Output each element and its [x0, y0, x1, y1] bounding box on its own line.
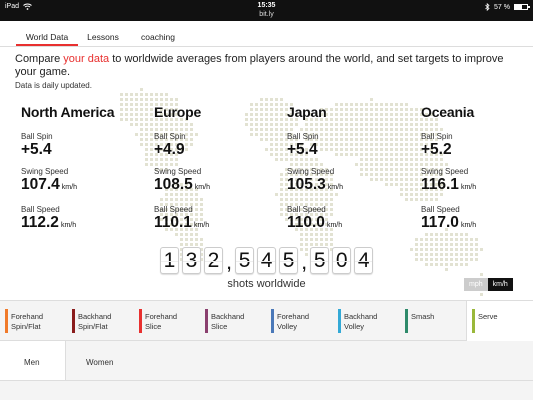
counter-digit: 4 [257, 247, 277, 274]
your-data-link[interactable]: your data [63, 53, 110, 65]
stroke-color-bar [72, 309, 75, 333]
tab-coaching[interactable]: coaching [140, 32, 176, 42]
ball-spin-label: Ball Spin [154, 132, 186, 141]
swing-speed-value: 116.1 km/h [421, 176, 477, 193]
stroke-backhand-volley[interactable]: Backhand Volley [333, 301, 400, 342]
counter-comma: , [301, 249, 308, 274]
stroke-smash[interactable]: Smash [400, 301, 466, 342]
stroke-backhand-spin-flat[interactable]: Backhand Spin/Flat [67, 301, 134, 342]
region-name: Japan [287, 104, 327, 120]
region-north-america: North America Ball Spin +5.4 Swing Speed… [21, 104, 146, 234]
region-oceania: Oceania Ball Spin +5.2 Swing Speed 116.1… [421, 104, 533, 234]
ball-speed-label: Ball Speed [21, 205, 60, 214]
gender-tab-women[interactable]: Women [86, 358, 114, 367]
counter-digit: 2 [204, 247, 223, 274]
gender-tab-men[interactable]: Men [0, 341, 66, 380]
ball-spin-label: Ball Spin [287, 132, 319, 141]
stroke-color-bar [271, 309, 274, 333]
counter-comma: , [226, 249, 233, 274]
device-label: iPad [5, 3, 20, 10]
ball-speed-label: Ball Speed [421, 205, 460, 214]
ball-spin-value: +4.9 [154, 141, 185, 158]
stroke-color-bar [472, 309, 475, 333]
status-url[interactable]: bit.ly [259, 11, 274, 18]
swing-speed-label: Swing Speed [154, 167, 202, 176]
counter-digit: 5 [310, 247, 330, 274]
unit-mph-button[interactable]: mph [464, 278, 488, 291]
swing-speed-label: Swing Speed [287, 167, 335, 176]
ball-speed-value: 110.0 km/h [287, 214, 343, 231]
status-bar: iPad 15:35 bit.ly 57 % [0, 0, 533, 21]
counter-digit: 4 [354, 247, 374, 274]
counter-digit: 0 [332, 247, 352, 274]
stroke-color-bar [205, 309, 208, 333]
intro-text: Compare your data to worldwide averages … [15, 53, 504, 78]
stroke-forehand-spin-flat[interactable]: Forehand Spin/Flat [0, 301, 67, 342]
ball-spin-value: +5.4 [21, 141, 52, 158]
stroke-color-bar [405, 309, 408, 333]
region-name: Europe [154, 104, 202, 120]
tab-world-data[interactable]: World Data [16, 30, 78, 46]
stroke-forehand-volley[interactable]: Forehand Volley [266, 301, 333, 342]
ball-spin-label: Ball Spin [421, 132, 453, 141]
battery-percent: 57 % [494, 3, 510, 11]
ball-spin-value: +5.2 [421, 141, 452, 158]
ball-spin-value: +5.4 [287, 141, 318, 158]
counter-digit: 5 [235, 247, 255, 274]
counter-digit: 1 [160, 247, 179, 274]
world-map [120, 88, 488, 296]
stroke-color-bar [139, 309, 142, 333]
stroke-forehand-slice[interactable]: Forehand Slice [134, 301, 200, 342]
swing-speed-label: Swing Speed [21, 167, 69, 176]
gender-selector: Men Women [0, 341, 533, 400]
stroke-backhand-slice[interactable]: Backhand Slice [200, 301, 266, 342]
region-name: Oceania [421, 104, 475, 120]
update-note: Data is daily updated. [15, 81, 92, 90]
swing-speed-value: 108.5 km/h [154, 176, 210, 193]
swing-speed-value: 107.4 km/h [21, 176, 77, 193]
region-name: North America [21, 104, 115, 120]
ball-speed-label: Ball Speed [154, 205, 193, 214]
status-time: 15:35 [257, 2, 276, 9]
ball-speed-value: 117.0 km/h [421, 214, 477, 231]
swing-speed-value: 105.3 km/h [287, 176, 343, 193]
wifi-icon [23, 3, 32, 10]
unit-kmh-button[interactable]: km/h [487, 278, 513, 291]
ball-speed-label: Ball Speed [287, 205, 326, 214]
ball-speed-value: 112.2 km/h [21, 214, 77, 231]
stroke-selector: Forehand Spin/Flat Backhand Spin/Flat Fore… [0, 300, 533, 342]
counter-digit: 3 [182, 247, 201, 274]
shots-caption: shots worldwide [227, 278, 306, 290]
region-japan: Japan Ball Spin +5.4 Swing Speed 105.3 km… [287, 104, 412, 234]
stroke-color-bar [5, 309, 8, 333]
top-tabs: World Data Lessons coaching [0, 30, 533, 47]
ball-spin-label: Ball Spin [21, 132, 53, 141]
ball-speed-value: 110.1 km/h [154, 214, 210, 231]
unit-toggle: mph km/h [464, 278, 513, 291]
counter-digit: 5 [279, 247, 299, 274]
region-europe: Europe Ball Spin +4.9 Swing Speed 108.5 k… [154, 104, 279, 234]
battery-icon [514, 4, 530, 10]
tab-lessons[interactable]: Lessons [87, 32, 119, 42]
stroke-serve[interactable]: Serve [466, 301, 533, 342]
swing-speed-label: Swing Speed [421, 167, 469, 176]
bluetooth-icon [485, 3, 490, 11]
stroke-color-bar [338, 309, 341, 333]
